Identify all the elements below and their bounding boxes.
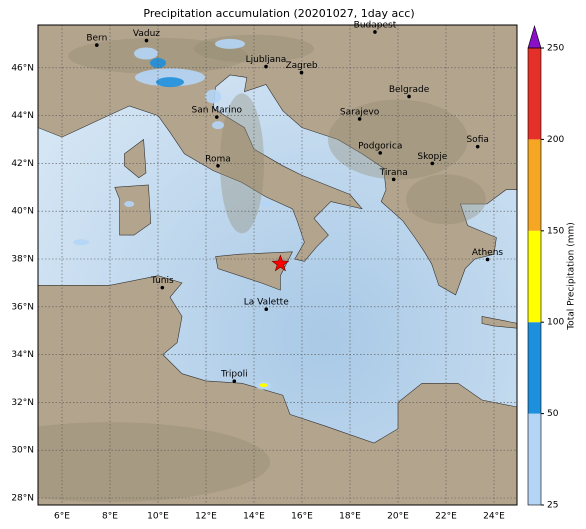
y-tick-label: 30°N bbox=[11, 446, 34, 456]
relief bbox=[328, 99, 468, 180]
x-tick-label: 6°E bbox=[54, 512, 70, 522]
y-tick-label: 46°N bbox=[11, 63, 34, 73]
city-label: Budapest bbox=[354, 20, 397, 30]
x-tick-label: 20°E bbox=[387, 512, 409, 522]
colorbar-tick-label: 50 bbox=[547, 409, 559, 419]
x-tick-label: 22°E bbox=[435, 512, 457, 522]
precip-patch bbox=[156, 77, 184, 88]
city-marker bbox=[264, 64, 268, 69]
city-label: Podgorica bbox=[358, 141, 402, 151]
city-marker bbox=[407, 94, 411, 99]
colorbar-band bbox=[528, 413, 541, 505]
city-marker bbox=[264, 307, 269, 311]
map-title: Precipitation accumulation (20201027, 1d… bbox=[143, 7, 414, 20]
map-frame bbox=[37, 24, 518, 506]
city-marker bbox=[215, 115, 219, 119]
x-tick-label: 16°E bbox=[291, 512, 313, 522]
precip-patch bbox=[205, 89, 222, 104]
precip-patch bbox=[259, 383, 268, 388]
y-tick-label: 42°N bbox=[11, 159, 34, 169]
city-marker bbox=[299, 70, 304, 75]
precip-patch bbox=[260, 201, 272, 208]
colorbar-tick-label: 200 bbox=[547, 135, 564, 145]
x-tick-label: 14°E bbox=[243, 512, 265, 522]
y-tick-label: 38°N bbox=[11, 255, 34, 265]
city-marker bbox=[144, 38, 149, 43]
relief bbox=[406, 174, 486, 225]
city-marker bbox=[95, 43, 99, 47]
star-marker bbox=[271, 254, 290, 272]
colorbar-extend bbox=[527, 24, 542, 49]
city-marker bbox=[160, 285, 165, 290]
map-area bbox=[38, 25, 517, 505]
precip-patch bbox=[73, 239, 90, 246]
city-label: La Valette bbox=[244, 298, 289, 308]
city-marker bbox=[475, 144, 480, 149]
city-marker bbox=[485, 257, 490, 262]
city-label: Roma bbox=[205, 154, 231, 164]
precip-patch bbox=[150, 58, 166, 69]
city-marker bbox=[430, 161, 435, 166]
city-label: Sofia bbox=[466, 135, 488, 145]
city-label: Tripoli bbox=[220, 370, 248, 380]
x-tick-label: 24°E bbox=[483, 512, 505, 522]
land-crete bbox=[481, 316, 517, 329]
colorbar-band bbox=[528, 139, 541, 231]
city-label: Tunis bbox=[150, 276, 174, 286]
city-marker bbox=[391, 177, 396, 182]
y-tick-label: 44°N bbox=[11, 111, 34, 121]
city-marker bbox=[216, 163, 220, 168]
city-label: Ljubljana bbox=[246, 55, 287, 65]
colorbar-frame bbox=[527, 47, 542, 506]
city-marker bbox=[357, 117, 362, 121]
land-corsica bbox=[124, 138, 147, 179]
relief bbox=[68, 37, 248, 74]
colorbar-tick-label: 250 bbox=[547, 44, 564, 54]
y-tick-label: 40°N bbox=[11, 207, 34, 217]
city-label: Tirana bbox=[379, 168, 408, 178]
city-label: Belgrade bbox=[389, 85, 430, 95]
y-tick-label: 34°N bbox=[11, 350, 34, 360]
city-label: Skopje bbox=[417, 152, 447, 162]
x-tick-label: 10°E bbox=[147, 512, 169, 522]
y-tick-label: 32°N bbox=[11, 398, 34, 408]
city-label: Bern bbox=[86, 34, 107, 44]
city-label: Zagreb bbox=[285, 61, 317, 71]
colorbar-tick-label: 25 bbox=[547, 501, 558, 511]
precip-patch bbox=[215, 38, 245, 49]
x-tick-label: 12°E bbox=[195, 512, 217, 522]
colorbar-tick-label: 150 bbox=[547, 226, 564, 236]
precip-patch bbox=[124, 201, 135, 208]
city-marker bbox=[378, 151, 383, 155]
colorbar-band bbox=[528, 230, 541, 323]
colorbar-band bbox=[528, 48, 541, 140]
y-tick-label: 36°N bbox=[11, 302, 34, 312]
x-tick-label: 18°E bbox=[339, 512, 361, 522]
city-label: Vaduz bbox=[133, 29, 160, 39]
city-marker bbox=[232, 379, 237, 383]
city-label: San Marino bbox=[192, 106, 243, 116]
x-tick-label: 8°E bbox=[102, 512, 118, 522]
land-sardinia bbox=[114, 184, 152, 236]
precip-patch bbox=[134, 47, 158, 60]
relief bbox=[38, 422, 270, 503]
city-label: Sarajevo bbox=[340, 107, 380, 117]
colorbar-label: Total Precipitation (mm) bbox=[567, 222, 577, 331]
colorbar-tick-label: 100 bbox=[547, 318, 564, 328]
colorbar-band bbox=[528, 322, 541, 414]
y-tick-label: 28°N bbox=[11, 494, 34, 504]
precip-patch bbox=[212, 121, 224, 130]
city-label: Athens bbox=[472, 248, 503, 258]
city-marker bbox=[373, 30, 377, 34]
